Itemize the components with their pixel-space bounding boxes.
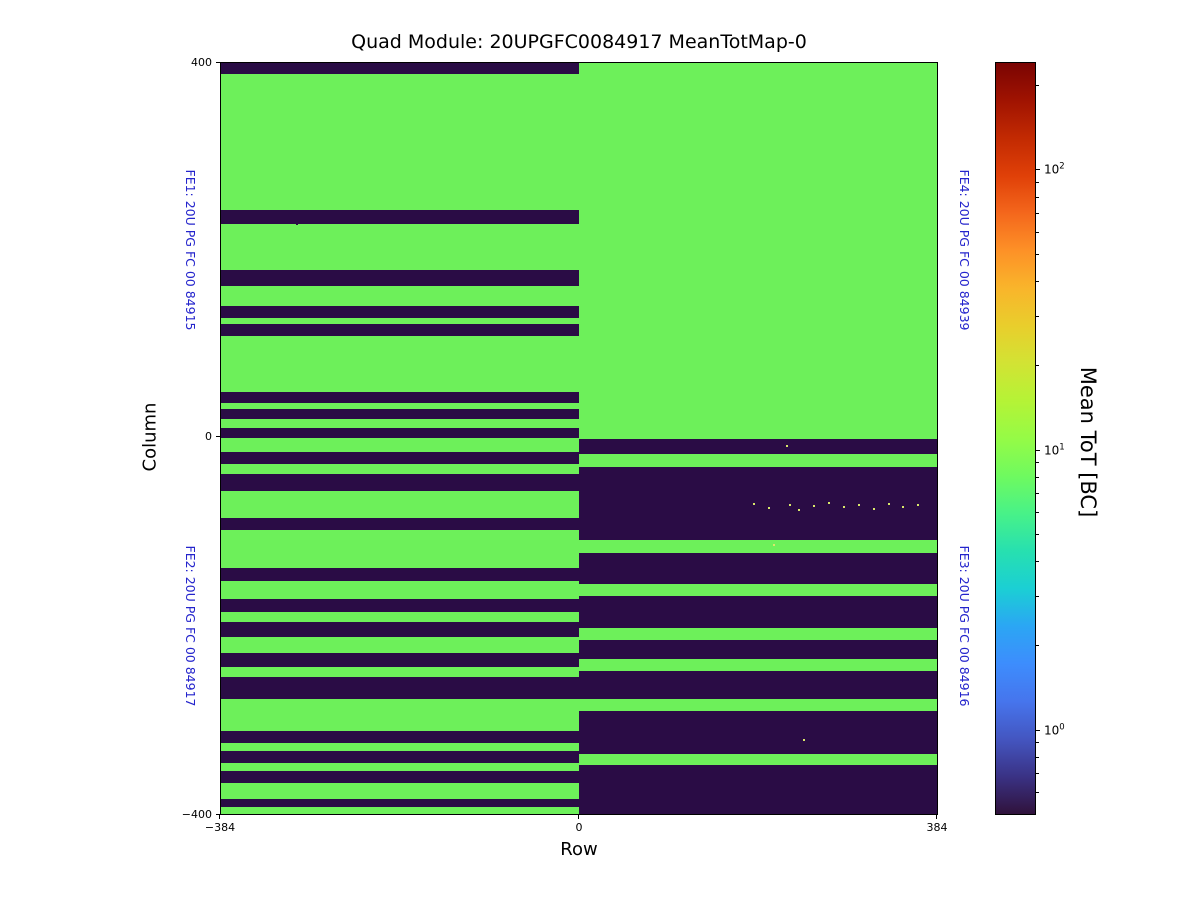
pixel-speckle <box>610 563 613 566</box>
x-tick-mark <box>219 815 220 819</box>
colorbar-minor-tick <box>1036 182 1039 184</box>
quadrant-fe4 <box>579 63 937 439</box>
colorbar-minor-tick <box>1036 315 1039 317</box>
pixel-speckle <box>917 504 920 507</box>
pixel-speckle <box>902 506 905 509</box>
pixel-speckle <box>768 506 771 509</box>
colorbar-minor-tick <box>1036 462 1039 464</box>
fe2-chip-label: FE2: 20U PG FC 00 84917 <box>183 545 198 707</box>
colorbar-major-tick <box>1036 729 1040 731</box>
y-tick-label: 400 <box>191 56 212 69</box>
colorbar-minor-tick <box>1036 280 1039 282</box>
defect-stripe <box>221 428 579 439</box>
defect-stripe <box>221 474 579 492</box>
defect-stripe <box>221 798 579 808</box>
pixel-speckle <box>785 445 788 447</box>
colorbar-minor-tick <box>1036 533 1039 535</box>
defect-stripe <box>221 622 579 637</box>
defect-stripe <box>221 409 579 419</box>
defect-stripe <box>221 599 579 613</box>
pixel-speckle <box>812 505 815 508</box>
defect-stripe <box>221 568 579 582</box>
quadrant-fe1 <box>221 63 579 439</box>
colorbar-minor-tick <box>1036 492 1039 494</box>
defect-stripe <box>579 453 937 467</box>
defect-stripe <box>221 652 579 667</box>
colorbar-minor-tick <box>1036 85 1039 87</box>
pixel-speckle <box>857 504 860 507</box>
colorbar-minor-tick <box>1036 365 1039 367</box>
x-axis-label: Row <box>560 839 598 860</box>
y-tick-mark <box>216 436 220 437</box>
fe4-chip-label: FE4: 20U PG FC 00 84939 <box>957 169 972 331</box>
colorbar-minor-tick <box>1036 645 1039 647</box>
defect-stripe <box>579 699 937 711</box>
x-tick-mark <box>578 815 579 819</box>
pixel-speckle <box>788 504 791 507</box>
y-tick-mark <box>216 814 220 815</box>
colorbar-minor-tick <box>1036 511 1039 513</box>
defect-stripe <box>579 753 937 766</box>
pixel-speckle <box>842 506 845 509</box>
defect-stripe <box>221 731 579 743</box>
colorbar-tick-label: 102 <box>1044 161 1065 177</box>
pixel-speckle <box>872 507 875 510</box>
defect-stripe <box>221 210 579 224</box>
colorbar-minor-tick <box>1036 791 1039 793</box>
colorbar-minor-tick <box>1036 742 1039 744</box>
colorbar-minor-tick <box>1036 476 1039 478</box>
colorbar-minor-tick <box>1036 196 1039 198</box>
colorbar-tick-label: 100 <box>1044 722 1065 738</box>
colorbar-minor-tick <box>1036 756 1039 758</box>
defect-stripe <box>221 63 579 75</box>
defect-stripe <box>221 676 579 700</box>
colorbar <box>995 62 1036 815</box>
pixel-speckle <box>753 503 756 506</box>
colorbar-label: Mean ToT [BC] <box>1076 366 1100 518</box>
pixel-speckle <box>802 738 805 741</box>
colorbar-major-tick <box>1036 169 1040 171</box>
colorbar-major-tick <box>1036 449 1040 451</box>
colorbar-minor-tick <box>1036 561 1039 563</box>
defect-stripe <box>221 391 579 403</box>
defect-stripe <box>221 518 579 531</box>
chart-title: Quad Module: 20UPGFC0084917 MeanTotMap-0 <box>351 31 807 53</box>
colorbar-minor-tick <box>1036 253 1039 255</box>
pixel-speckle <box>772 543 775 546</box>
pixel-speckle <box>296 222 299 225</box>
quadrant-fe3 <box>579 438 937 814</box>
colorbar-ticks <box>1036 63 1046 814</box>
defect-stripe <box>579 628 937 641</box>
colorbar-minor-tick <box>1036 773 1039 775</box>
defect-stripe <box>221 323 579 337</box>
y-tick-label: 0 <box>205 430 212 443</box>
pixel-speckle <box>798 508 801 511</box>
defect-stripe <box>579 659 937 672</box>
defect-stripe <box>221 770 579 784</box>
defect-stripe <box>579 539 937 554</box>
fe3-chip-label: FE3: 20U PG FC 00 84916 <box>957 545 972 707</box>
y-axis-label: Column <box>139 402 161 472</box>
colorbar-minor-tick <box>1036 231 1039 233</box>
defect-stripe <box>221 306 579 319</box>
x-tick-mark <box>936 815 937 819</box>
defect-stripe <box>221 451 579 464</box>
heatmap-plot <box>220 62 938 815</box>
fe1-chip-label: FE1: 20U PG FC 00 84915 <box>183 169 198 331</box>
defect-stripe <box>221 751 579 764</box>
colorbar-minor-tick <box>1036 596 1039 598</box>
x-tick-label: −384 <box>204 821 236 834</box>
y-tick-label: −400 <box>181 808 212 821</box>
x-tick-label: 0 <box>575 821 583 834</box>
colorbar-minor-tick <box>1036 212 1039 214</box>
colorbar-tick-label: 101 <box>1044 442 1065 458</box>
pixel-speckle <box>887 503 890 506</box>
y-tick-mark <box>216 62 220 63</box>
defect-stripe <box>221 270 579 287</box>
defect-stripe <box>579 584 937 597</box>
x-tick-label: 384 <box>926 821 948 834</box>
pixel-speckle <box>827 502 830 505</box>
